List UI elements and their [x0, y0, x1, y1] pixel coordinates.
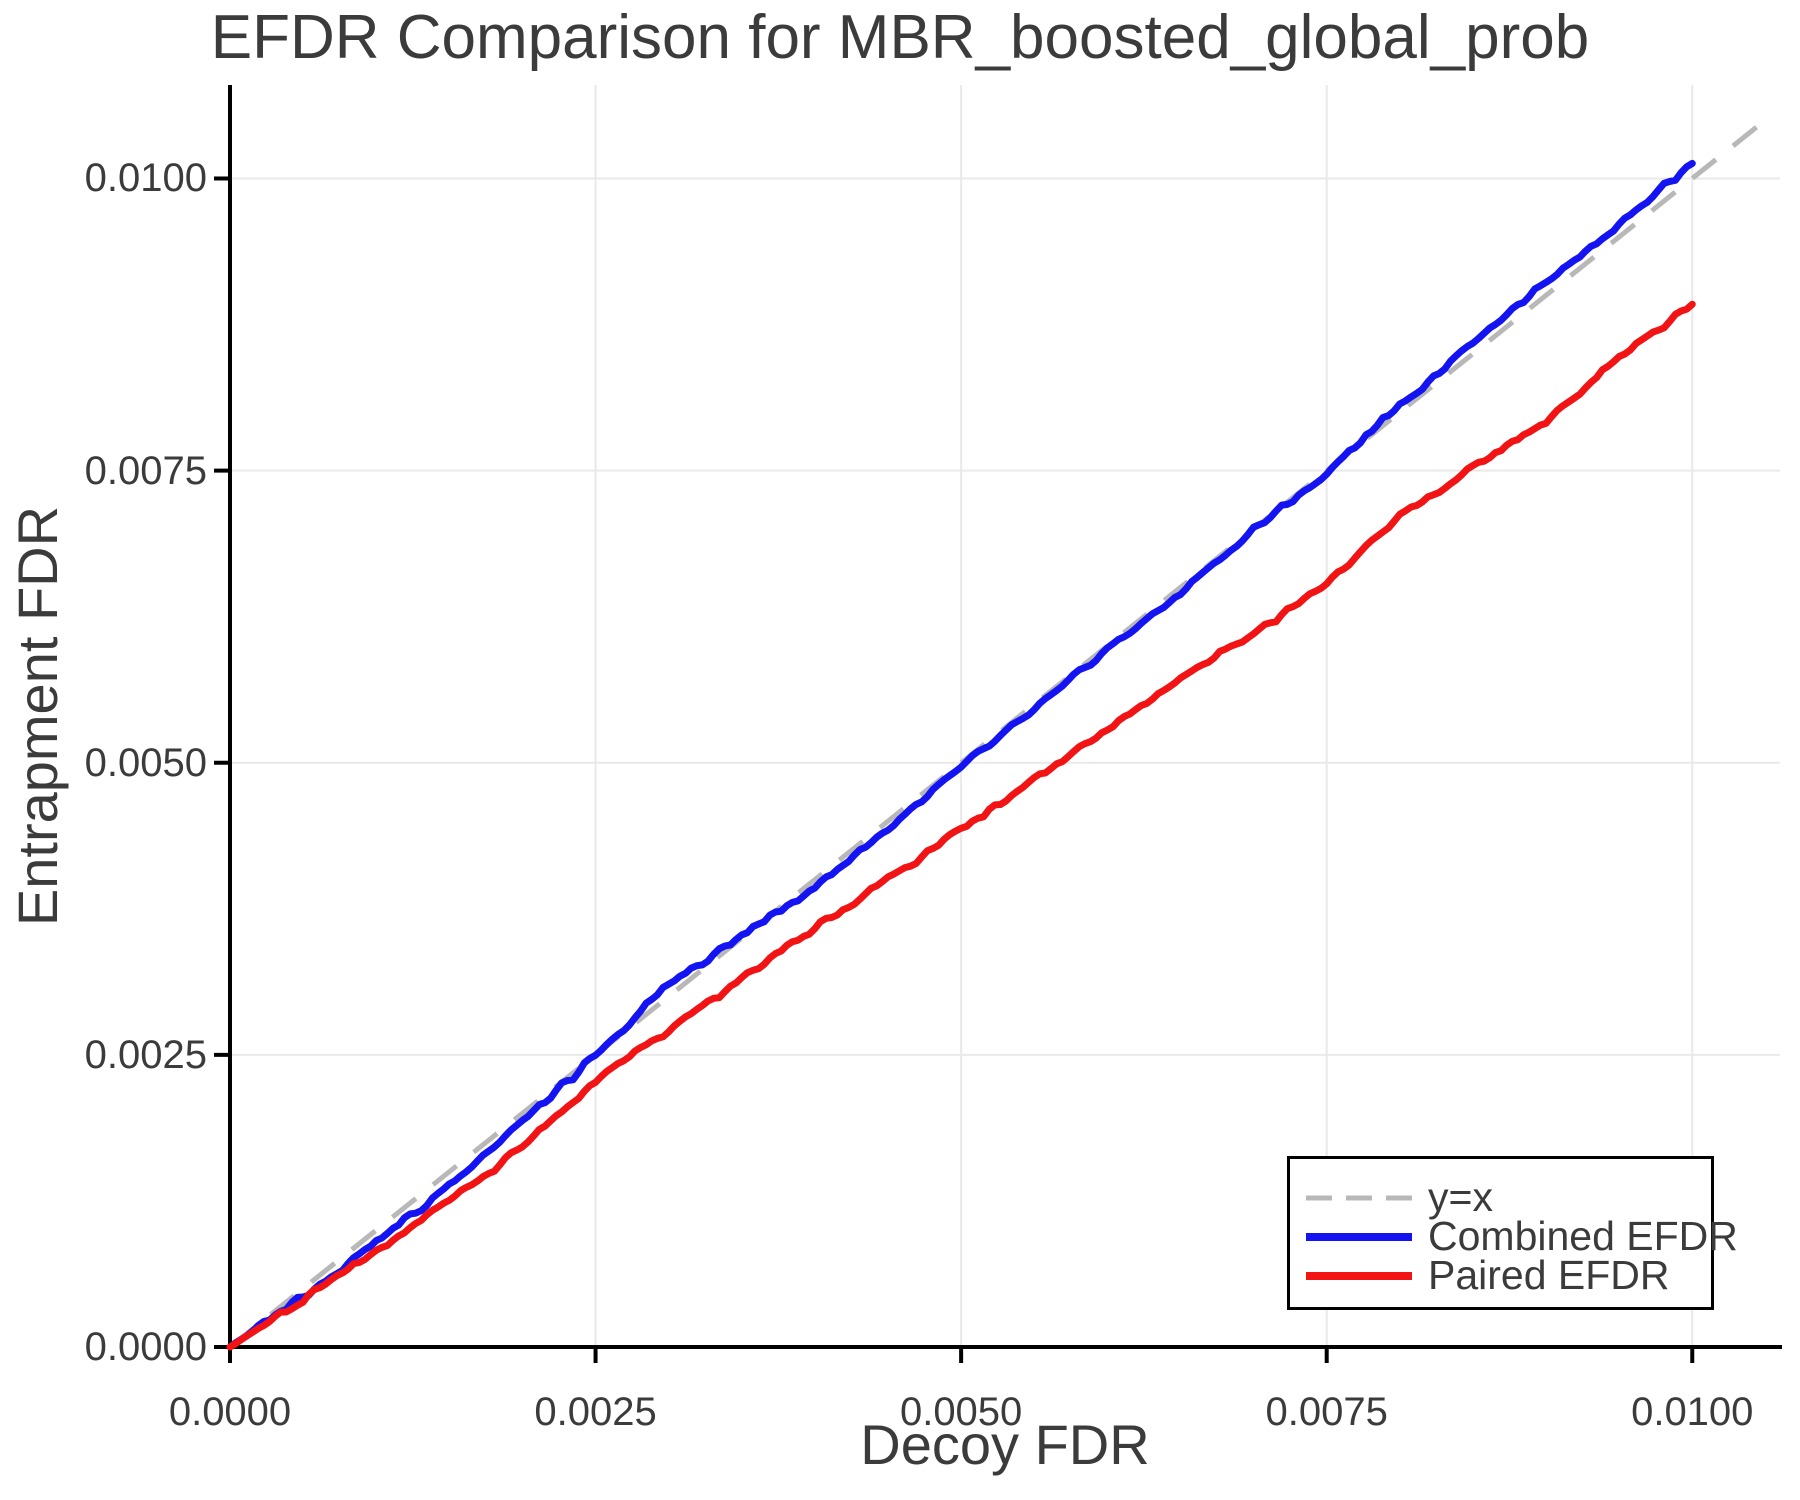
- x-tick-label: 0.0000: [168, 1390, 292, 1434]
- paired-efdr-line-swatch-icon: [1306, 1271, 1412, 1280]
- y-tick-label: 0.0050: [84, 740, 207, 785]
- identity-line: [228, 118, 1767, 1349]
- combined-efdr-line: [226, 159, 1696, 1351]
- x-tick-label: 0.0050: [899, 1390, 1023, 1434]
- y-tick-label: 0.0075: [84, 448, 207, 493]
- legend-item-yx: y=x: [1306, 1174, 1711, 1220]
- yx-dashed-line-swatch-icon: [1306, 1195, 1412, 1200]
- combined-efdr-line-swatch-icon: [1306, 1232, 1412, 1241]
- x-tick-label: 0.0100: [1631, 1390, 1754, 1434]
- legend-label: Combined EFDR: [1428, 1213, 1738, 1259]
- chart-title: EFDR Comparison for MBR_boosted_global_p…: [210, 3, 1590, 72]
- y-tick-label: 0.0000: [84, 1325, 207, 1369]
- legend-item-paired-efdr: Paired EFDR: [1306, 1252, 1711, 1298]
- legend-item-combined-efdr: Combined EFDR: [1306, 1216, 1738, 1257]
- chart-legend: y=x Combined EFDR Paired EFDR: [1287, 1156, 1738, 1310]
- legend-label: Paired EFDR: [1428, 1252, 1670, 1298]
- x-tick-label: 0.0025: [534, 1390, 657, 1434]
- x-axis-label: Decoy FDR: [860, 1413, 1150, 1476]
- y-tick-label: 0.0025: [84, 1032, 207, 1077]
- legend-label: y=x: [1428, 1174, 1493, 1220]
- y-tick-label: 0.0100: [84, 156, 207, 201]
- paired-efdr-line: [226, 300, 1696, 1351]
- x-tick-label: 0.0075: [1265, 1390, 1388, 1434]
